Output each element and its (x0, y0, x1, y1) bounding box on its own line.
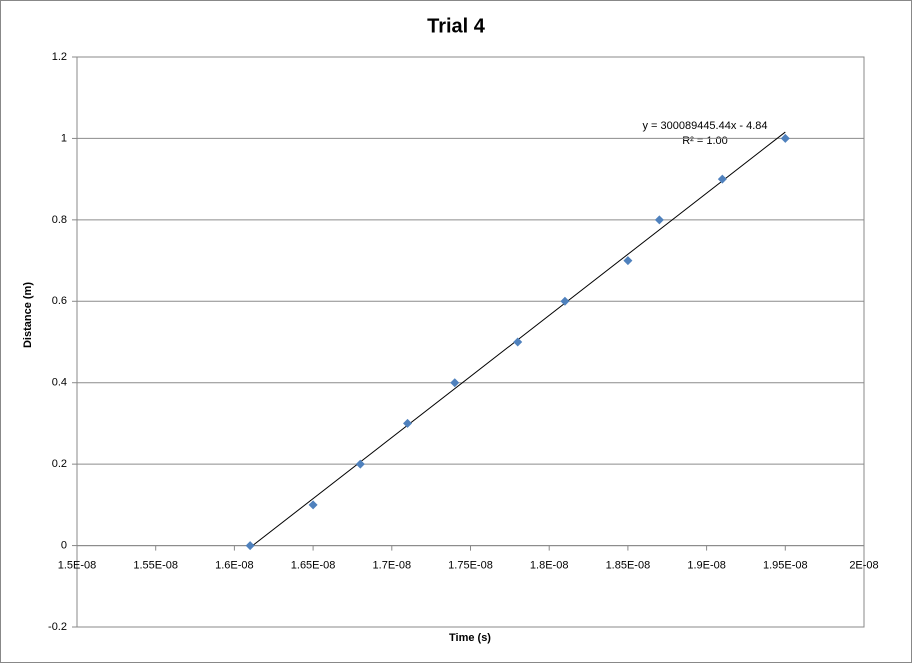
y-tick-label: 0 (61, 539, 67, 551)
x-tick-label: 1.8E-08 (530, 559, 569, 571)
y-tick-label: 1.2 (52, 51, 67, 63)
y-tick-label: 0.6 (52, 295, 67, 307)
data-point (513, 337, 523, 347)
plot-border (76, 56, 865, 628)
data-point (355, 459, 365, 469)
data-point (717, 174, 727, 184)
trendline-r-squared: R² = 1.00 (682, 135, 728, 147)
x-axis-title: Time (s) (449, 632, 491, 644)
y-tick-label: 0.8 (52, 214, 67, 226)
trendline-equation: y = 300089445.44x - 4.84 (642, 120, 767, 132)
x-tick-label: 1.65E-08 (291, 559, 336, 571)
data-point (245, 541, 255, 551)
x-tick-label: 1.5E-08 (58, 559, 97, 571)
x-tick-label: 1.9E-08 (687, 559, 726, 571)
data-point (654, 215, 664, 225)
y-tick-label: -0.2 (48, 621, 67, 633)
x-tick-label: 1.75E-08 (448, 559, 493, 571)
y-tick-label: 0.4 (52, 377, 67, 389)
y-axis-title: Distance (m) (22, 282, 34, 348)
x-tick-label: 1.85E-08 (606, 559, 651, 571)
x-tick-label: 1.6E-08 (215, 559, 254, 571)
x-tick-label: 2E-08 (849, 559, 878, 571)
data-point (623, 256, 633, 266)
data-point (780, 133, 790, 143)
x-tick-label: 1.95E-08 (763, 559, 808, 571)
data-point (403, 418, 413, 428)
data-point (450, 378, 460, 388)
chart-title: Trial 4 (427, 15, 486, 37)
x-tick-label: 1.55E-08 (133, 559, 178, 571)
data-point (560, 296, 570, 306)
y-tick-label: 0.2 (52, 458, 67, 470)
y-tick-label: 1 (61, 132, 67, 144)
x-tick-label: 1.7E-08 (373, 559, 412, 571)
data-point (308, 500, 318, 510)
